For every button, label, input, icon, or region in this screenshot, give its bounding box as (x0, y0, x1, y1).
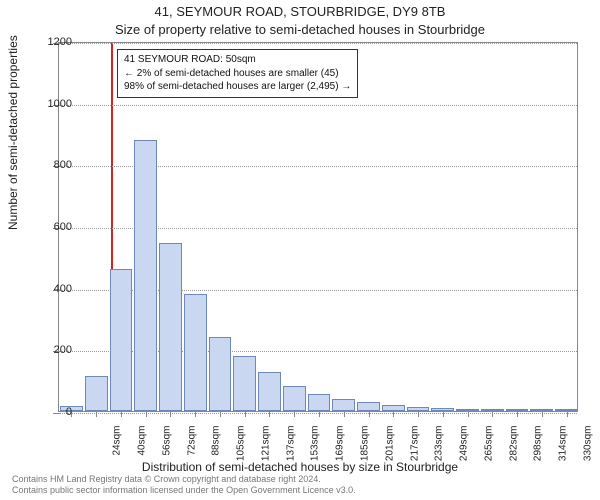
x-tick (220, 411, 221, 417)
x-tick (468, 411, 469, 417)
x-tick (443, 411, 444, 417)
x-tick-label: 72sqm (186, 426, 197, 476)
footer-line-1: Contains HM Land Registry data © Crown c… (12, 474, 588, 485)
x-tick (319, 411, 320, 417)
x-tick-label: 330sqm (582, 426, 593, 476)
page-title-line1: 41, SEYMOUR ROAD, STOURBRIDGE, DY9 8TB (0, 4, 600, 19)
x-tick-label: 282sqm (508, 426, 519, 476)
x-tick-label: 56sqm (161, 426, 172, 476)
x-tick (393, 411, 394, 417)
histogram-bar (184, 294, 207, 411)
histogram-bar (85, 376, 108, 411)
histogram-bar (134, 140, 157, 411)
y-tick-label: 1200 (48, 36, 72, 48)
x-tick (269, 411, 270, 417)
property-info-box: 41 SEYMOUR ROAD: 50sqm ← 2% of semi-deta… (117, 49, 358, 98)
x-tick-label: 265sqm (483, 426, 494, 476)
histogram-bar (233, 356, 256, 412)
histogram-bar (283, 386, 306, 411)
footer-line-2: Contains public sector information licen… (12, 485, 588, 496)
histogram-bar (209, 337, 232, 411)
histogram-bar (159, 243, 182, 411)
y-tick-label: 1000 (48, 98, 72, 110)
info-line-3: 98% of semi-detached houses are larger (… (124, 80, 351, 94)
x-tick (369, 411, 370, 417)
x-tick (344, 411, 345, 417)
x-tick-label: 121sqm (260, 426, 271, 476)
x-tick (146, 411, 147, 417)
y-tick (53, 413, 59, 414)
x-tick (418, 411, 419, 417)
y-tick-label: 400 (54, 283, 72, 295)
histogram-bar (357, 402, 380, 411)
x-tick (542, 411, 543, 417)
x-tick (121, 411, 122, 417)
x-tick-label: 233sqm (434, 426, 445, 476)
histogram-bar (258, 372, 281, 411)
x-tick-label: 185sqm (360, 426, 371, 476)
gridline (59, 105, 577, 106)
x-tick-label: 105sqm (236, 426, 247, 476)
x-tick (492, 411, 493, 417)
x-tick-label: 40sqm (137, 426, 148, 476)
y-tick-label: 0 (66, 406, 72, 418)
x-tick (245, 411, 246, 417)
histogram-bar (308, 394, 331, 411)
x-tick-label: 314sqm (558, 426, 569, 476)
y-tick-label: 800 (54, 159, 72, 171)
x-tick-label: 24sqm (112, 426, 123, 476)
y-tick-label: 600 (54, 221, 72, 233)
page-title-line2: Size of property relative to semi-detach… (0, 22, 600, 37)
x-tick-label: 249sqm (459, 426, 470, 476)
x-tick-label: 88sqm (211, 426, 222, 476)
x-tick (195, 411, 196, 417)
histogram-bar (332, 399, 355, 411)
x-tick-label: 217sqm (409, 426, 420, 476)
x-tick (567, 411, 568, 417)
x-tick-label: 201sqm (384, 426, 395, 476)
attribution-footer: Contains HM Land Registry data © Crown c… (12, 474, 588, 497)
y-tick-label: 200 (54, 344, 72, 356)
gridline (59, 413, 577, 414)
x-tick (170, 411, 171, 417)
x-tick-label: 153sqm (310, 426, 321, 476)
histogram-plot: 41 SEYMOUR ROAD: 50sqm ← 2% of semi-deta… (58, 42, 578, 412)
x-tick-label: 298sqm (533, 426, 544, 476)
gridline (59, 43, 577, 44)
x-tick-label: 137sqm (285, 426, 296, 476)
x-tick (294, 411, 295, 417)
y-axis-title: Number of semi-detached properties (6, 35, 20, 230)
info-line-2: ← 2% of semi-detached houses are smaller… (124, 67, 351, 81)
x-tick (96, 411, 97, 417)
x-tick-label: 169sqm (335, 426, 346, 476)
info-line-1: 41 SEYMOUR ROAD: 50sqm (124, 53, 351, 67)
x-tick (517, 411, 518, 417)
histogram-bar (110, 269, 133, 411)
